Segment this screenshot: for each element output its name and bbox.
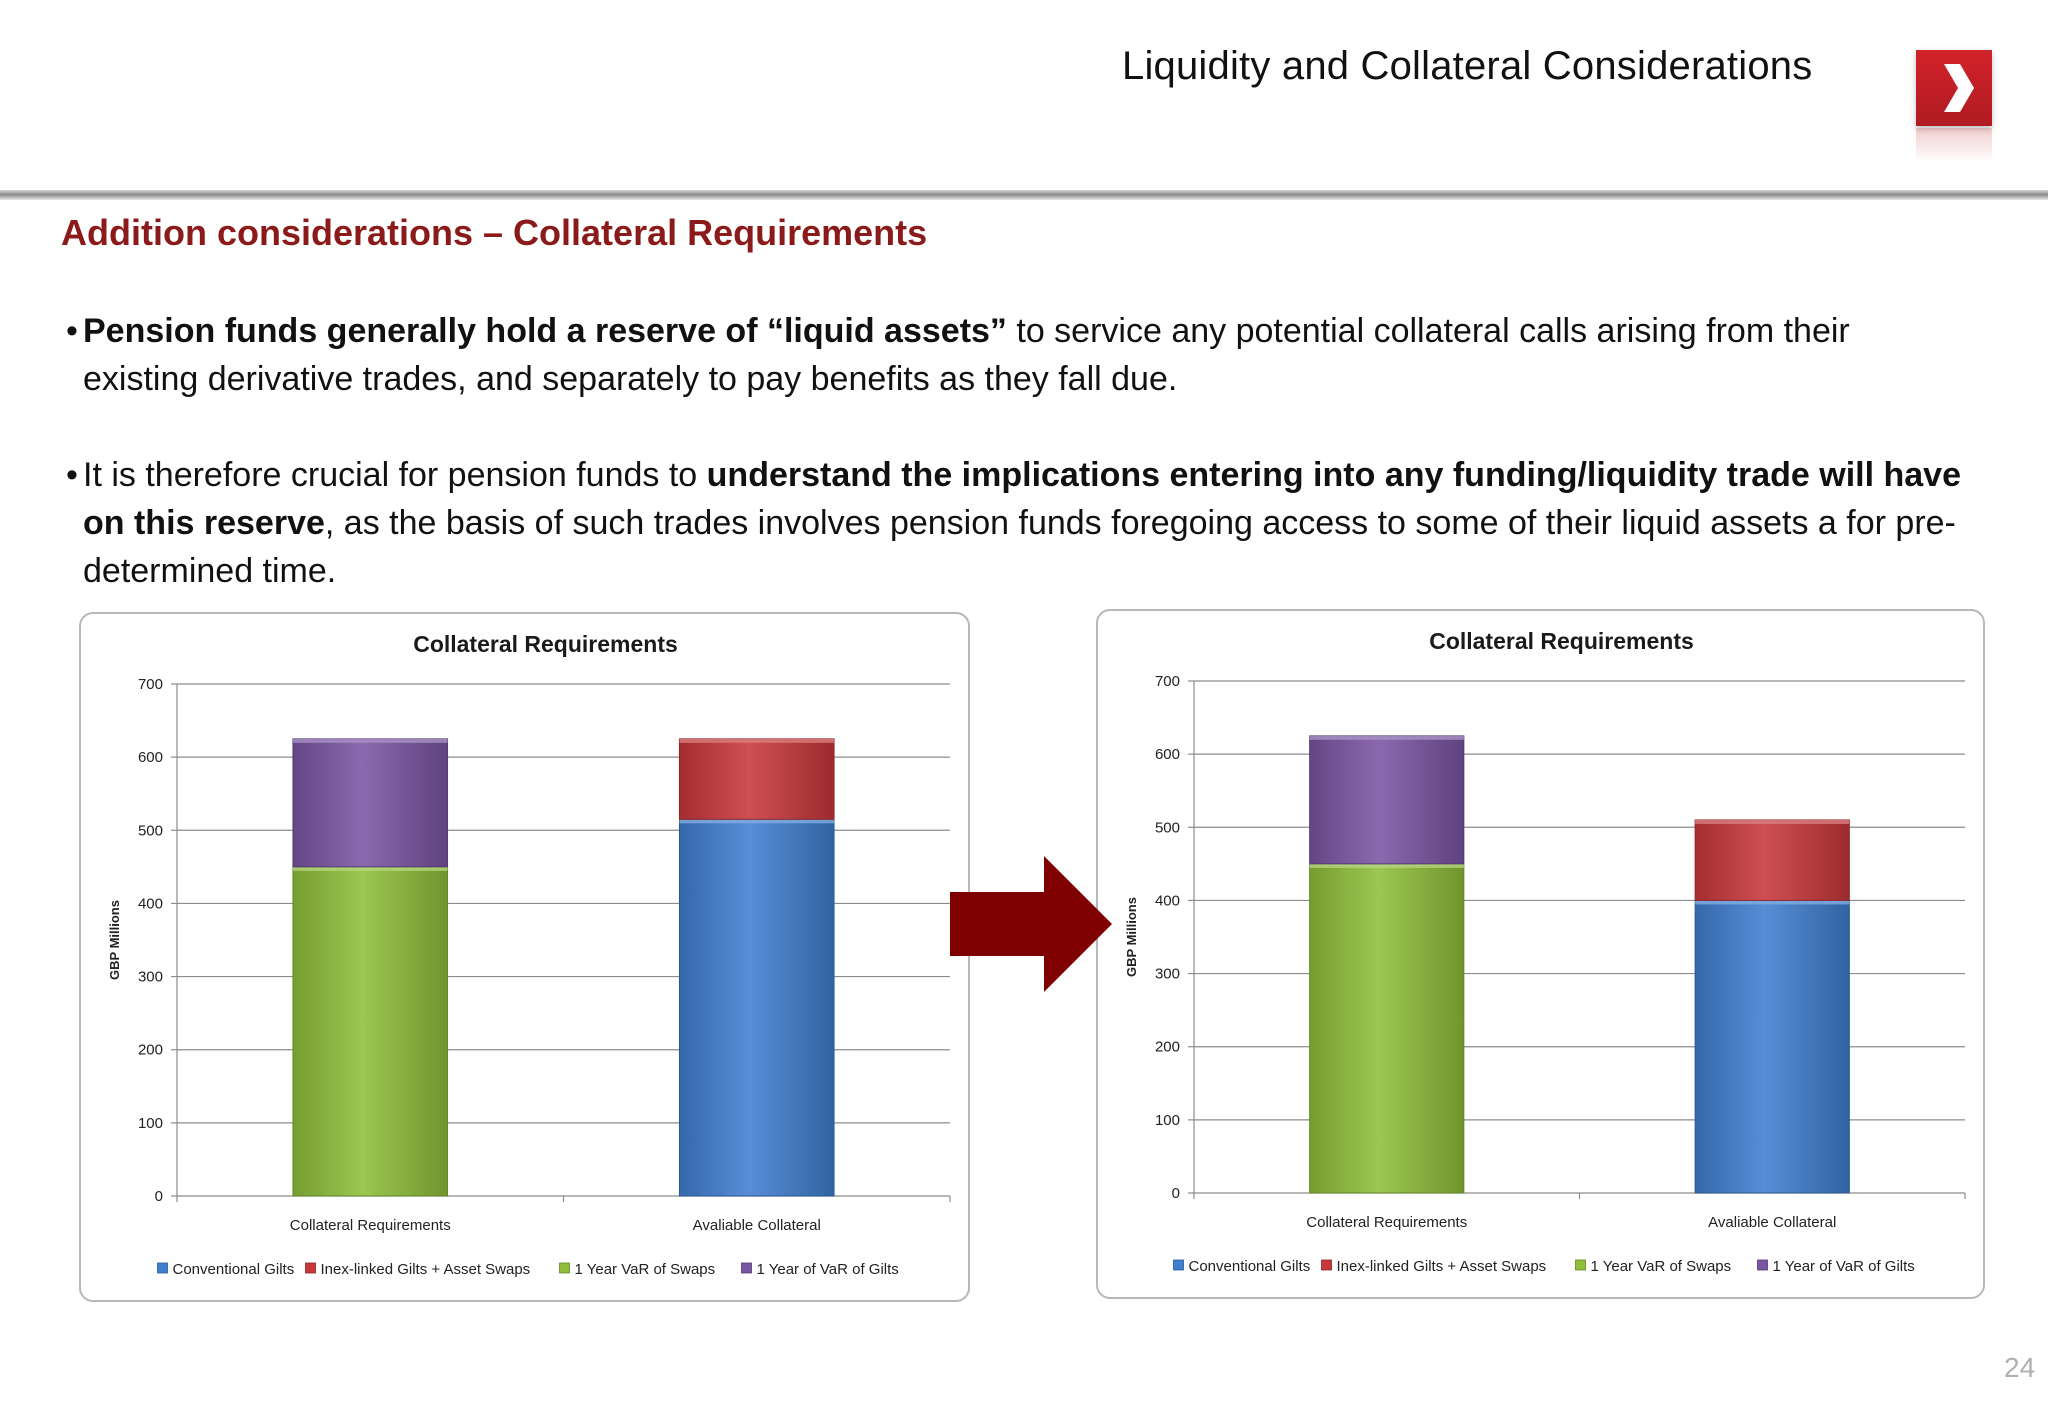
legend-swatch xyxy=(157,1262,168,1274)
legend-swatch xyxy=(1575,1259,1586,1271)
bullet-marker: • xyxy=(66,456,78,494)
y-tick-label: 200 xyxy=(1155,1039,1180,1056)
y-tick-label: 0 xyxy=(1172,1185,1180,1202)
chart-panel-before: Collateral Requirements GBP Millions 0 100 2… xyxy=(79,612,970,1302)
y-tick-label: 400 xyxy=(138,895,163,912)
y-axis-label: GBP Millions xyxy=(107,900,122,980)
bar-segment-highlight xyxy=(679,738,835,743)
x-category-label: Collateral Requirements xyxy=(1306,1214,1467,1231)
y-tick-label: 300 xyxy=(1155,966,1180,983)
logo xyxy=(1916,50,1992,126)
y-tick-label: 100 xyxy=(138,1115,163,1132)
chart-svg: Collateral Requirements GBP Millions 0 100 2… xyxy=(1124,628,1966,1275)
bullet-point: • It is therefore crucial for pension fu… xyxy=(66,451,1966,595)
x-category-label: Avaliable Collateral xyxy=(1708,1214,1836,1231)
bullet-plain-text: to service any potential collateral call… xyxy=(83,312,1850,398)
bullet-plain-text: It is therefore crucial for pension fund… xyxy=(83,456,707,494)
section-heading: Addition considerations – Collateral Req… xyxy=(61,212,928,253)
legend-label: 1 Year VaR of Swaps xyxy=(1591,1258,1732,1275)
legend-swatch xyxy=(305,1262,316,1274)
bullet-text: Pension funds generally hold a reserve o… xyxy=(83,307,1966,403)
legend-swatch xyxy=(559,1262,570,1274)
page-title: Liquidity and Collateral Considerations xyxy=(1122,44,1813,88)
bullet-point: • Pension funds generally hold a reserve… xyxy=(66,307,1966,403)
y-tick-label: 700 xyxy=(1155,673,1180,690)
y-tick-label: 700 xyxy=(138,676,163,693)
bullet-marker: • xyxy=(66,312,78,350)
x-category-label: Collateral Requirements xyxy=(290,1217,451,1234)
bullet-bold-text: Pension funds generally hold a reserve o… xyxy=(83,312,1007,350)
legend-label: 1 Year of VaR of Gilts xyxy=(757,1261,899,1278)
y-tick-label: 600 xyxy=(138,749,163,766)
y-tick-label: 0 xyxy=(155,1188,163,1205)
header-divider xyxy=(0,190,2048,200)
legend-label: 1 Year of VaR of Gilts xyxy=(1773,1258,1915,1275)
bar-segment xyxy=(292,866,449,1197)
bullet-plain-text: , as the basis of such trades involves p… xyxy=(83,504,1956,590)
bar-segment xyxy=(1309,863,1465,1194)
bar-segment xyxy=(292,738,449,868)
legend-label: Conventional Gilts xyxy=(1189,1258,1311,1275)
bar-segment-highlight xyxy=(1309,863,1464,868)
y-tick-label: 300 xyxy=(138,969,163,986)
page-number: 24 xyxy=(2004,1352,2036,1383)
bar-segment xyxy=(678,818,835,1197)
legend-swatch xyxy=(741,1262,752,1274)
legend-swatch xyxy=(1757,1259,1768,1271)
y-tick-label: 500 xyxy=(138,822,163,839)
bar-segment xyxy=(1309,735,1465,865)
chart-title: Collateral Requirements xyxy=(413,631,678,657)
y-tick-label: 500 xyxy=(1155,819,1180,836)
legend-label: Inex-linked Gilts + Asset Swaps xyxy=(1337,1258,1547,1275)
legend-swatch xyxy=(1173,1259,1184,1271)
chart-svg: Collateral Requirements GBP Millions 0 100 2… xyxy=(107,631,951,1278)
bar-segment-highlight xyxy=(679,819,835,824)
legend-label: Inex-linked Gilts + Asset Swaps xyxy=(321,1261,531,1278)
legend-label: 1 Year VaR of Swaps xyxy=(575,1261,716,1278)
bar-segment-highlight xyxy=(1309,735,1464,740)
legend-label: Conventional Gilts xyxy=(173,1261,295,1278)
bullet-text: It is therefore crucial for pension fund… xyxy=(83,451,1966,595)
arrow-right-icon xyxy=(950,856,1112,992)
bar-segment-highlight xyxy=(1695,819,1850,824)
chart-panel-after: Collateral Requirements GBP Millions 0 100 2… xyxy=(1096,609,1985,1299)
logo-reflection xyxy=(1916,128,1992,162)
bar-segment-highlight xyxy=(292,866,448,871)
x-category-label: Avaliable Collateral xyxy=(693,1217,821,1234)
chart-title: Collateral Requirements xyxy=(1429,628,1694,654)
bar-segment xyxy=(1694,819,1850,901)
y-axis-label: GBP Millions xyxy=(1124,897,1139,977)
bar-segment-highlight xyxy=(1695,900,1850,905)
y-tick-label: 200 xyxy=(138,1042,163,1059)
bar-segment xyxy=(1694,899,1850,1194)
legend-swatch xyxy=(1321,1259,1332,1271)
y-tick-label: 400 xyxy=(1155,892,1180,909)
bar-segment xyxy=(678,738,835,820)
bar-segment-highlight xyxy=(292,738,448,743)
chevron-right-icon xyxy=(1944,64,1974,112)
y-tick-label: 600 xyxy=(1155,746,1180,763)
bullet-bold-text: understand the implications entering int… xyxy=(83,456,1961,542)
y-tick-label: 100 xyxy=(1155,1112,1180,1129)
